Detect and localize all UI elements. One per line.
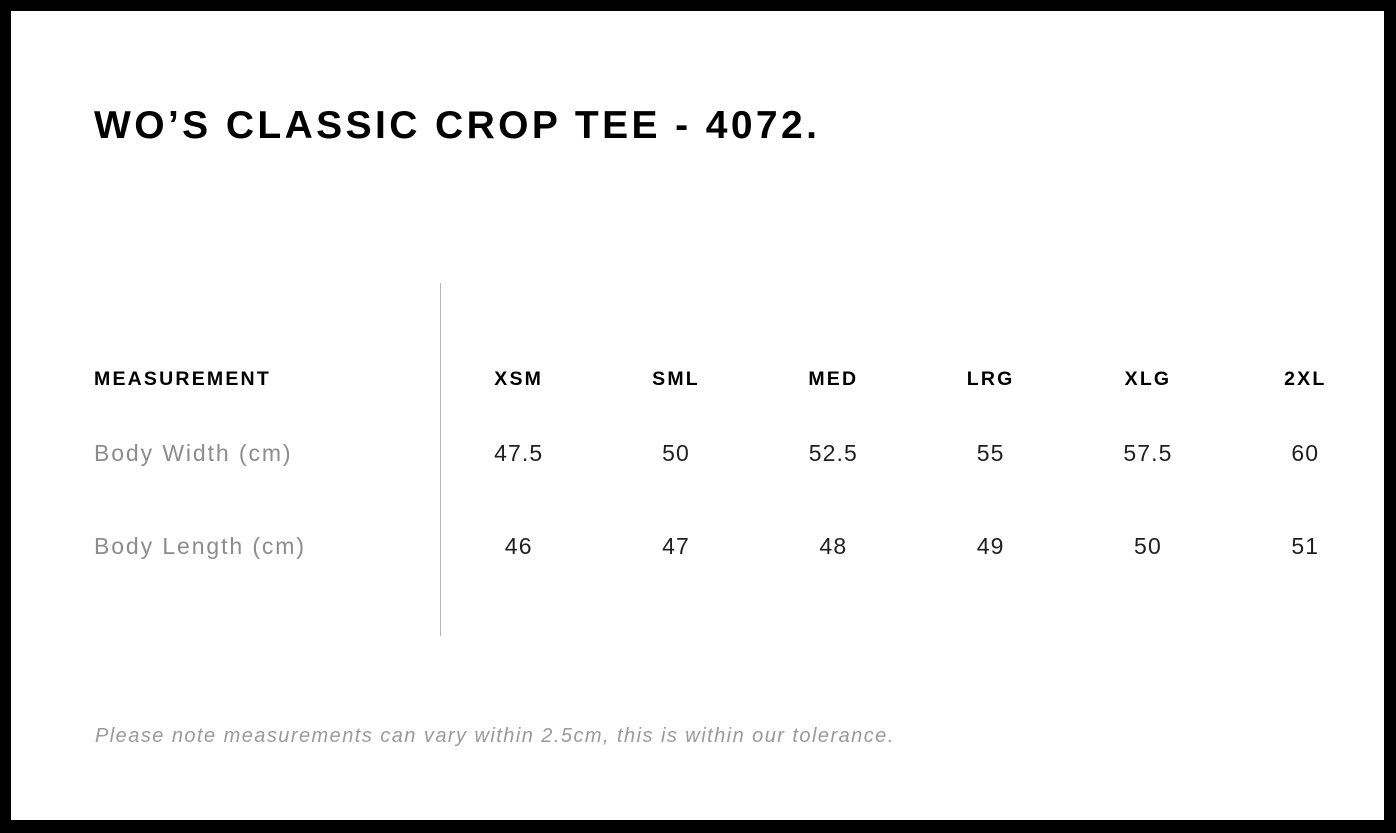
cell-body-width-lrg: 55 [976, 440, 1005, 466]
column-divider [440, 283, 441, 636]
column-header-measurement: MEASUREMENT [94, 367, 271, 390]
column-header-xlg: XLG [1124, 367, 1172, 390]
page-title: WO’S CLASSIC CROP TEE - 4072. [94, 104, 821, 147]
row-label-body-length: Body Length (cm) [94, 533, 306, 559]
cell-body-length-xlg: 50 [1134, 533, 1162, 559]
column-header-lrg: LRG [966, 367, 1015, 390]
size-table: MEASUREMENT XSM SML MED LRG XLG 2XL Body… [94, 351, 1384, 593]
cell-body-width-xlg: 57.5 [1123, 440, 1173, 466]
cell-body-width-sml: 50 [662, 440, 690, 466]
cell-body-width-med: 52.5 [808, 440, 858, 466]
table-header-row: MEASUREMENT XSM SML MED LRG XLG 2XL [94, 351, 1384, 407]
column-header-xsm: XSM [494, 367, 544, 390]
size-table-container: MEASUREMENT XSM SML MED LRG XLG 2XL Body… [94, 351, 1384, 593]
row-label-body-width: Body Width (cm) [94, 440, 293, 466]
table-row: Body Width (cm) 47.5 50 52.5 55 57.5 60 [94, 407, 1384, 500]
cell-body-length-2xl: 51 [1291, 533, 1320, 559]
cell-body-width-xsm: 47.5 [494, 440, 544, 466]
column-header-sml: SML [652, 367, 700, 390]
size-chart-body: WO’S CLASSIC CROP TEE - 4072. MEASUREMEN… [11, 11, 1384, 820]
column-header-med: MED [808, 367, 859, 390]
table-row: Body Length (cm) 46 47 48 49 50 51 [94, 500, 1384, 593]
cell-body-length-sml: 47 [662, 533, 690, 559]
cell-body-length-lrg: 49 [976, 533, 1005, 559]
cell-body-width-2xl: 60 [1291, 440, 1320, 466]
cell-body-length-med: 48 [819, 533, 848, 559]
tolerance-note: Please note measurements can vary within… [95, 725, 895, 747]
column-header-2xl: 2XL [1284, 367, 1327, 390]
cell-body-length-xsm: 46 [504, 533, 533, 559]
